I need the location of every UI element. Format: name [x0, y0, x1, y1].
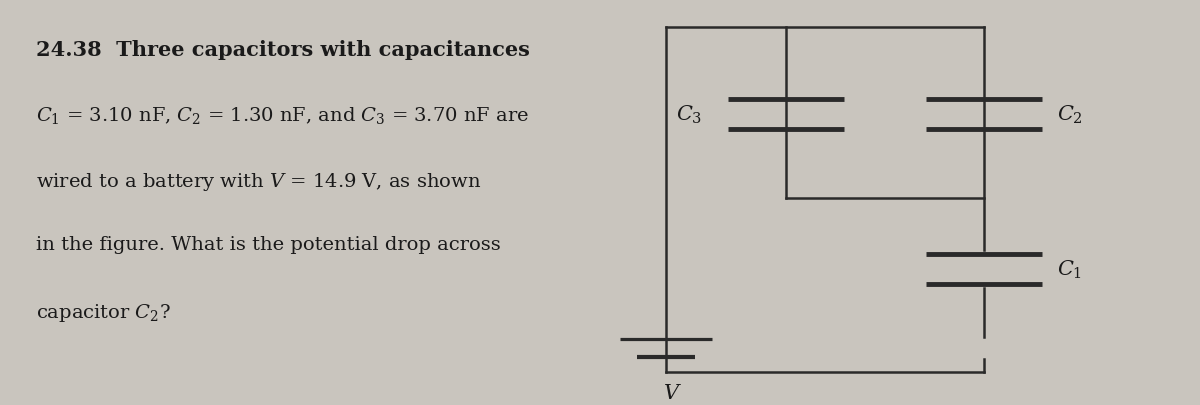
Text: $C_1$: $C_1$	[1057, 258, 1082, 280]
Text: $V$: $V$	[662, 384, 682, 402]
Text: capacitor $C_2$?: capacitor $C_2$?	[36, 301, 170, 323]
Text: wired to a battery with $V$ = 14.9 V, as shown: wired to a battery with $V$ = 14.9 V, as…	[36, 170, 481, 192]
Text: $C_1$ = 3.10 nF, $C_2$ = 1.30 nF, and $C_3$ = 3.70 nF are: $C_1$ = 3.10 nF, $C_2$ = 1.30 nF, and $C…	[36, 105, 529, 126]
Text: 24.38  Three capacitors with capacitances: 24.38 Three capacitors with capacitances	[36, 40, 530, 60]
Text: $C_2$: $C_2$	[1057, 104, 1084, 126]
Text: $C_3$: $C_3$	[676, 104, 702, 126]
Text: in the figure. What is the potential drop across: in the figure. What is the potential dro…	[36, 236, 500, 254]
